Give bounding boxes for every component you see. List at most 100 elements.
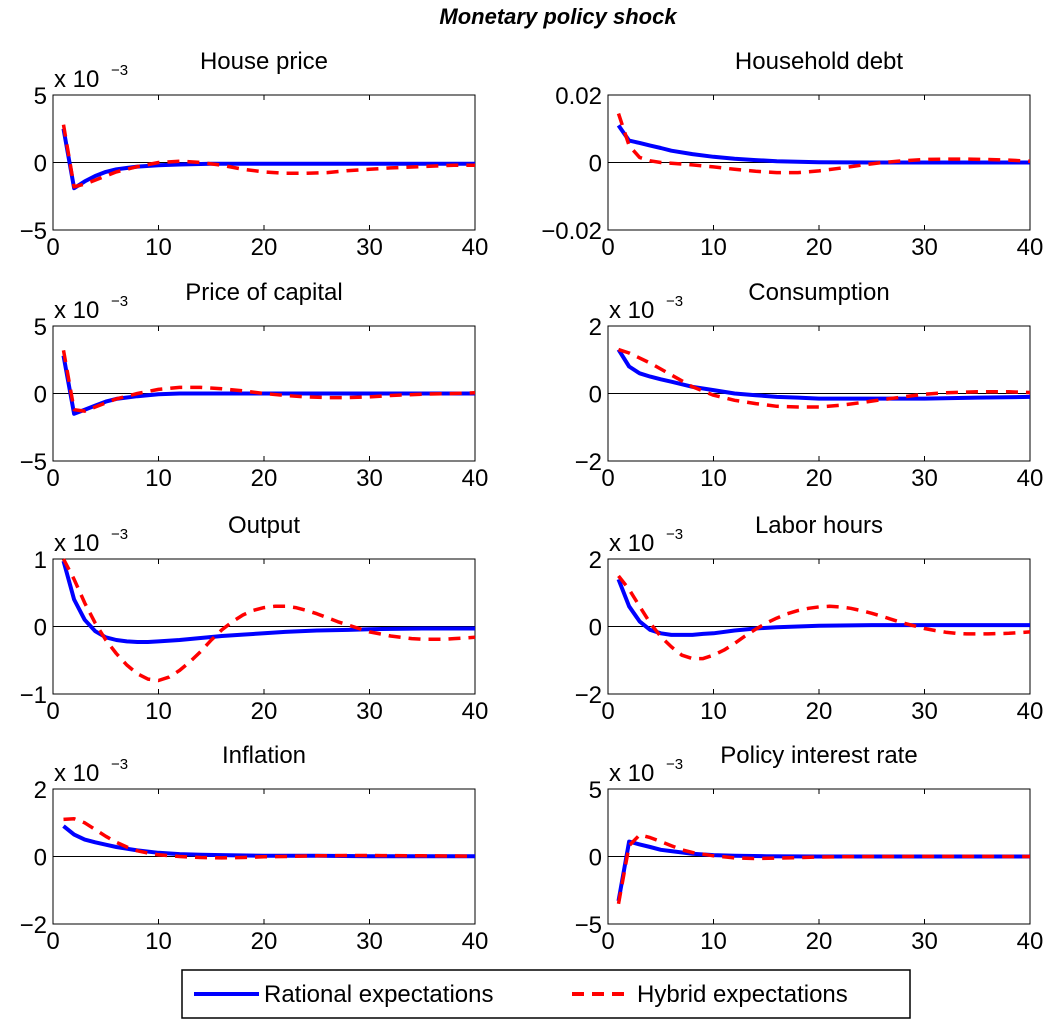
x-tick-label: 20 [806, 234, 833, 261]
series-line-rational [616, 348, 1031, 401]
legend-label-hybrid: Hybrid expectations [637, 981, 848, 1008]
x-tick-label: 20 [251, 928, 278, 955]
panel-title: Inflation [222, 742, 306, 769]
y-tick-label: −0.02 [541, 218, 602, 245]
axis-multiplier: x 10 [54, 66, 99, 93]
x-tick-label: 30 [911, 234, 938, 261]
series-line-hybrid [617, 347, 1031, 409]
series-line-hybrid [61, 124, 475, 189]
x-tick-label: 20 [251, 698, 278, 725]
figure-title: Monetary policy shock [439, 4, 678, 29]
y-tick-label: −2 [20, 912, 47, 939]
panel-title: Household debt [735, 48, 903, 75]
x-tick-label: 30 [356, 928, 383, 955]
x-tick-label: 30 [356, 698, 383, 725]
panel-title: Labor hours [755, 512, 883, 539]
x-tick-label: 0 [601, 698, 614, 725]
y-tick-label: 0 [589, 845, 602, 872]
series-line-hybrid [616, 113, 1031, 175]
x-tick-label: 40 [462, 928, 489, 955]
x-tick-label: 30 [911, 465, 938, 492]
axis-multiplier-exponent: −3 [111, 62, 128, 79]
legend-label-rational: Rational expectations [264, 981, 493, 1008]
series-line-rational [61, 355, 475, 416]
x-tick-label: 20 [806, 928, 833, 955]
x-tick-label: 0 [601, 928, 614, 955]
y-tick-label: 5 [34, 314, 47, 341]
x-tick-label: 10 [145, 698, 172, 725]
y-tick-label: 5 [589, 777, 602, 804]
x-tick-label: 10 [145, 234, 172, 261]
y-tick-label: 0 [34, 382, 47, 409]
series-line-rational [61, 128, 475, 191]
x-tick-label: 40 [1017, 234, 1044, 261]
x-tick-label: 30 [911, 928, 938, 955]
y-tick-label: 5 [34, 83, 47, 110]
x-tick-label: 0 [46, 698, 59, 725]
x-tick-label: 40 [1017, 928, 1044, 955]
x-tick-label: 20 [806, 698, 833, 725]
x-tick-label: 40 [1017, 698, 1044, 725]
panel-title: House price [200, 48, 328, 75]
series-line-rational [616, 578, 1030, 637]
x-tick-label: 40 [462, 465, 489, 492]
axis-multiplier-exponent: −3 [111, 526, 128, 543]
y-tick-label: 0 [589, 382, 602, 409]
x-tick-label: 30 [911, 698, 938, 725]
panel-title: Policy interest rate [720, 742, 917, 769]
axis-multiplier: x 10 [609, 760, 654, 787]
axis-multiplier-exponent: −3 [666, 293, 683, 310]
x-tick-label: 40 [462, 698, 489, 725]
axis-multiplier: x 10 [609, 297, 654, 324]
x-tick-label: 40 [1017, 465, 1044, 492]
axis-multiplier-exponent: −3 [111, 756, 128, 773]
axis-multiplier: x 10 [609, 530, 654, 557]
y-tick-label: 2 [589, 314, 602, 341]
x-tick-label: 10 [700, 465, 727, 492]
x-tick-label: 0 [601, 234, 614, 261]
x-tick-label: 10 [700, 928, 727, 955]
y-tick-label: −2 [575, 682, 602, 709]
series-line-hybrid [616, 833, 1031, 905]
axis-multiplier-exponent: −3 [666, 526, 683, 543]
y-tick-label: 2 [34, 777, 47, 804]
axis-multiplier: x 10 [54, 760, 99, 787]
x-tick-label: 30 [356, 234, 383, 261]
x-tick-label: 10 [700, 698, 727, 725]
panel-title: Output [228, 512, 300, 539]
y-tick-label: 1 [34, 547, 47, 574]
x-tick-label: 20 [251, 234, 278, 261]
series-line-hybrid [61, 558, 476, 683]
y-tick-label: 2 [589, 547, 602, 574]
y-tick-label: −5 [20, 449, 47, 476]
panel-title: Consumption [748, 279, 889, 306]
x-tick-label: 20 [806, 465, 833, 492]
legend-box [181, 969, 911, 1019]
series-line-hybrid [617, 574, 1031, 661]
y-tick-label: −2 [575, 449, 602, 476]
y-tick-label: −5 [575, 912, 602, 939]
y-tick-label: −5 [20, 218, 47, 245]
y-tick-label: 0.02 [555, 83, 602, 110]
y-tick-label: −1 [20, 682, 47, 709]
y-tick-label: 0 [589, 615, 602, 642]
axis-multiplier: x 10 [54, 530, 99, 557]
x-tick-label: 10 [145, 465, 172, 492]
x-tick-label: 0 [46, 234, 59, 261]
y-tick-label: 0 [34, 845, 47, 872]
x-tick-label: 30 [356, 465, 383, 492]
x-tick-label: 0 [46, 465, 59, 492]
y-tick-label: 0 [34, 151, 47, 178]
series-line-hybrid [63, 816, 476, 860]
axis-multiplier-exponent: −3 [111, 293, 128, 310]
series-line-rational [61, 560, 475, 644]
